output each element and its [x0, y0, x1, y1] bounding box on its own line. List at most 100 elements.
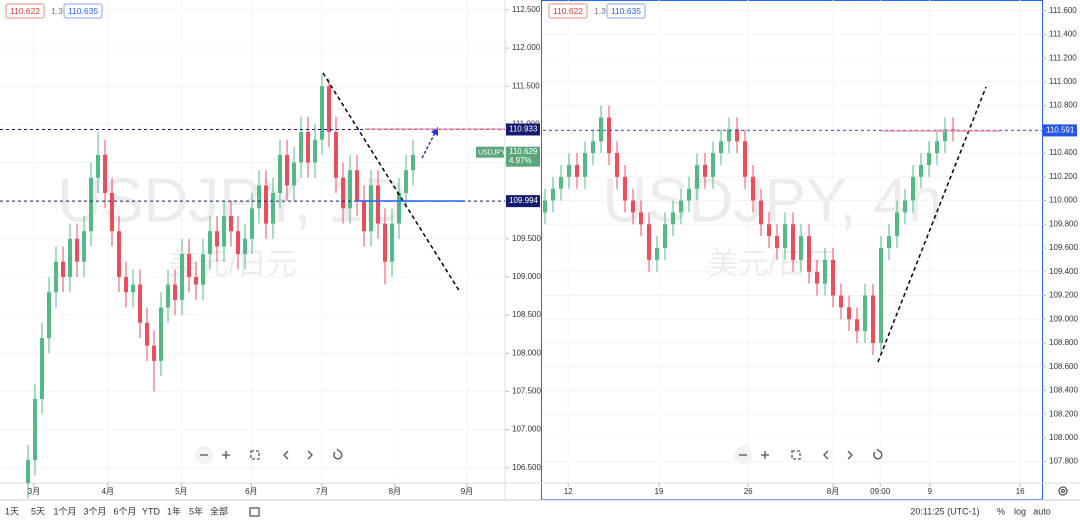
y-tick-label: 109.000 — [1049, 314, 1078, 323]
x-tick-label: 3月 — [28, 487, 40, 496]
candle-body — [61, 261, 66, 277]
range-button[interactable]: 5天 — [31, 506, 45, 516]
candle-body — [208, 231, 213, 255]
candle-body — [615, 153, 619, 177]
candle-body — [831, 259, 835, 296]
candle-body — [82, 231, 87, 262]
range-button[interactable]: 6个月 — [113, 506, 136, 516]
bid: 110.622 — [10, 6, 40, 16]
candle-body — [543, 200, 547, 213]
y-tick-label: 107.800 — [1049, 457, 1078, 466]
range-button[interactable]: 1天 — [5, 506, 19, 516]
last-symbol: USDJPY — [478, 150, 506, 157]
range-button[interactable]: YTD — [142, 506, 161, 516]
candle-body — [639, 212, 643, 225]
candle-body — [847, 307, 851, 320]
range-button[interactable]: 5年 — [189, 505, 203, 516]
y-tick-label: 111.400 — [1049, 30, 1077, 39]
candle-body — [264, 185, 269, 224]
last-price-box — [506, 146, 540, 167]
candle-body — [313, 139, 318, 163]
candle-body — [341, 177, 346, 209]
candle-body — [278, 154, 283, 194]
y-tick-label: 112.500 — [512, 5, 541, 14]
candle-body — [759, 200, 763, 225]
candle-body — [292, 162, 297, 186]
candle-body — [327, 86, 332, 133]
candle-body — [131, 284, 136, 293]
candle-body — [863, 295, 867, 332]
candle-body — [285, 154, 290, 186]
candle-body — [599, 117, 603, 142]
candle-body — [215, 231, 220, 247]
candle-body — [591, 141, 595, 154]
candle-body — [879, 248, 883, 343]
candle-body — [89, 177, 94, 232]
range-button[interactable]: 1个月 — [53, 506, 76, 516]
candle-body — [159, 307, 164, 361]
candle-body — [551, 188, 555, 201]
range-button[interactable]: 3个月 — [83, 506, 106, 516]
candle-body — [166, 284, 171, 308]
candle-body — [839, 295, 843, 308]
scale-option[interactable]: auto — [1033, 506, 1051, 516]
candle-body — [257, 185, 262, 209]
x-tick-label: 8月 — [389, 487, 401, 496]
scale-option[interactable]: log — [1014, 506, 1026, 516]
candle-body — [935, 141, 939, 154]
price-label-box — [1043, 124, 1077, 137]
range-button[interactable]: 全部 — [210, 505, 228, 516]
price-label: 110.591 — [1046, 126, 1075, 135]
spread: 1.3 — [51, 6, 63, 16]
candle-body — [96, 154, 101, 178]
candle-body — [369, 185, 374, 232]
candle-body — [735, 129, 739, 142]
candle-body — [895, 212, 899, 237]
candle-body — [145, 322, 150, 346]
candle-body — [33, 399, 38, 461]
candle-body — [655, 248, 659, 260]
candle-body — [559, 176, 563, 189]
price-label-box — [506, 123, 540, 136]
candle-body — [623, 176, 627, 201]
candle-body — [575, 164, 579, 177]
candle-body — [236, 231, 241, 255]
y-tick-label: 108.400 — [1049, 386, 1078, 395]
price-label-box — [506, 195, 540, 208]
scale-option[interactable]: % — [997, 506, 1005, 516]
range-button[interactable]: 1年 — [167, 505, 181, 516]
x-tick-label: 6月 — [245, 487, 257, 496]
candle-body — [194, 276, 199, 285]
candle-body — [671, 212, 675, 225]
candle-body — [855, 319, 859, 332]
y-tick-label: 110.000 — [1049, 196, 1078, 205]
candle-body — [695, 164, 699, 189]
x-tick-label: 5月 — [175, 487, 187, 496]
x-tick-label: 4月 — [102, 487, 114, 496]
candle-body — [334, 132, 339, 178]
candle-body — [348, 170, 353, 209]
candle-body — [229, 215, 234, 232]
candle-body — [767, 224, 771, 237]
bid: 110.622 — [553, 6, 583, 16]
candle-body — [663, 224, 667, 249]
candle-body — [807, 236, 811, 272]
y-tick-label: 108.600 — [1049, 362, 1078, 371]
y-tick-label: 108.000 — [1049, 433, 1078, 442]
zoom-controls[interactable] — [195, 446, 1068, 517]
last-symbol-box — [476, 146, 504, 158]
candle-body — [927, 153, 931, 165]
candle-body — [390, 223, 395, 262]
y-tick-label: 107.000 — [512, 425, 541, 434]
candle-body — [791, 224, 795, 260]
x-tick-label: 7月 — [316, 487, 328, 496]
trend-line — [322, 72, 461, 293]
candle-body — [815, 271, 819, 284]
y-tick-label: 108.000 — [512, 348, 541, 357]
price-label: 109.994 — [509, 196, 538, 205]
x-tick-label: 12 — [564, 487, 573, 496]
candle-body — [397, 193, 402, 224]
candle-body — [631, 200, 635, 213]
